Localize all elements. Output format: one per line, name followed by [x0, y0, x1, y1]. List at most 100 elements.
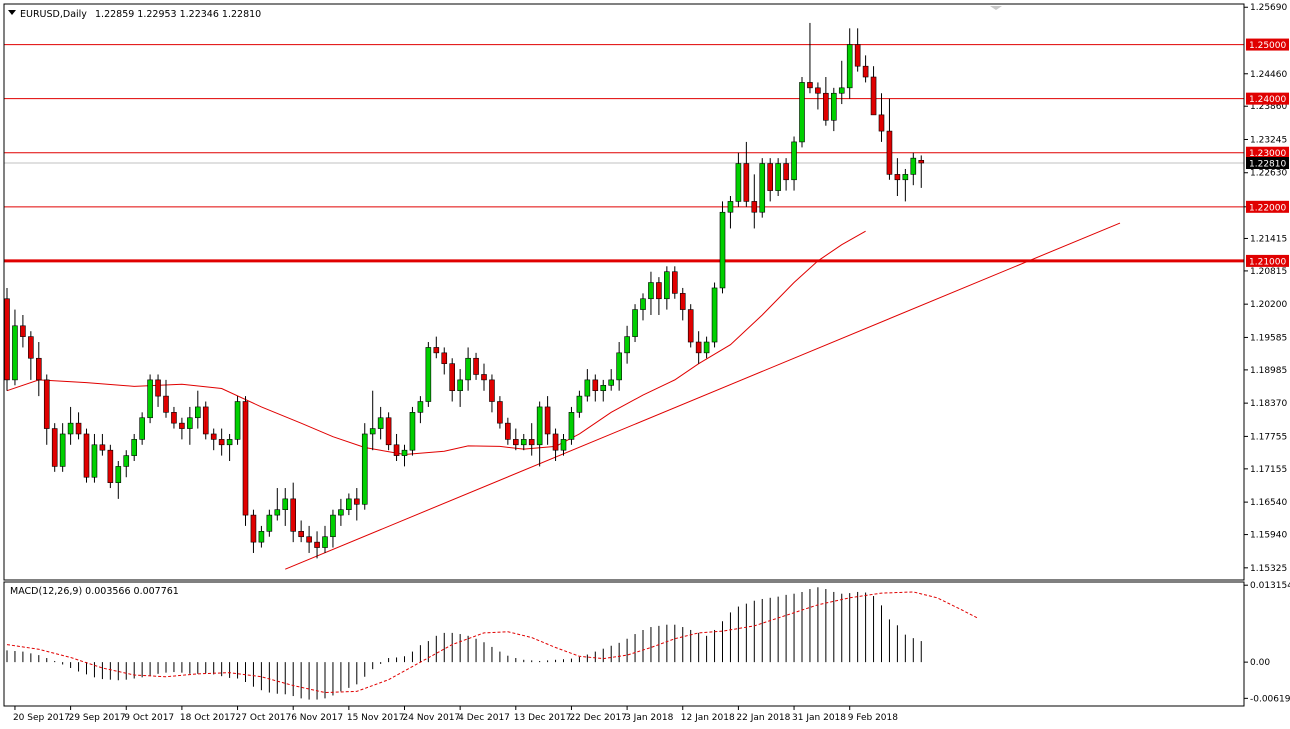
candle [242, 396, 249, 526]
level-tag-label: 1.23000 [1249, 149, 1286, 159]
candle-body-bull [187, 417, 193, 429]
candle-body-bear [695, 341, 702, 354]
candle [202, 401, 209, 440]
candle-body-bull [775, 163, 781, 191]
candle-body-bear [441, 352, 448, 364]
candle-body-bear [528, 439, 535, 446]
chart-ohlc: 1.22859 1.22953 1.22346 1.22810 [95, 9, 261, 20]
candle-body-bull [711, 287, 718, 343]
candle-body-bear [870, 76, 877, 116]
candle-body-bear [807, 82, 813, 89]
candle [719, 201, 726, 294]
candle-body-bull [584, 379, 591, 397]
candle-body-bear [242, 401, 249, 516]
candle-body-bull [274, 509, 281, 516]
level-tag-bg [1246, 38, 1289, 51]
candle-body-bear [783, 163, 789, 181]
candle-body-bear [385, 417, 392, 446]
candle [59, 423, 66, 472]
candle [902, 168, 909, 202]
candle-body-bear [481, 374, 487, 381]
candle-body-bear [250, 514, 257, 543]
price-tick-label: 1.17155 [1250, 465, 1287, 475]
candle-body-bear [43, 379, 50, 429]
candle-body-bull [576, 395, 583, 413]
candle-body-bull [123, 455, 130, 467]
candle-body-bull [536, 406, 543, 446]
candle-body-bull [799, 82, 805, 143]
candle [258, 525, 265, 548]
candle [139, 412, 145, 445]
candle-body-bull [147, 379, 153, 419]
candle [401, 444, 408, 467]
candle [171, 406, 177, 429]
candle [536, 401, 543, 467]
candle-body-bull [401, 449, 408, 456]
candle-body-bear [743, 163, 750, 202]
macd-title: MACD(12,26,9) 0.003566 0.007761 [10, 586, 179, 597]
price-pane-border [3, 3, 1245, 581]
candle [441, 347, 448, 375]
level-tag-bg [1246, 146, 1289, 159]
candle [783, 158, 789, 191]
price-tick-label: 1.17755 [1250, 432, 1287, 442]
level-tag-label: 1.24000 [1249, 95, 1286, 105]
candle-body-bear [767, 163, 774, 191]
candle-body-bear [751, 201, 758, 213]
candle [179, 417, 185, 440]
candle [75, 412, 82, 440]
price-tick-label: 1.25690 [1250, 3, 1287, 13]
candle-body-bear [107, 449, 114, 483]
candle-body-bull [648, 282, 654, 300]
candle-body-bull [520, 439, 527, 446]
candle-body-bear [218, 439, 225, 446]
date-tick-label: 12 Jan 2018 [681, 713, 735, 723]
candle [791, 136, 797, 191]
candle-body-bear [35, 357, 42, 381]
candle-body-bull [12, 325, 18, 381]
candle [210, 428, 217, 451]
price-tick-label: 1.15940 [1250, 531, 1287, 541]
scroll-shift-icon[interactable] [990, 6, 1002, 10]
candle [830, 87, 837, 132]
candle-body-bear [878, 114, 885, 132]
candle [91, 433, 98, 483]
dropdown-triangle-icon[interactable] [8, 10, 16, 15]
candle-body-bull [115, 466, 122, 483]
candle-body-bear [99, 444, 106, 451]
candle-body-bull [361, 433, 368, 505]
candle [918, 155, 925, 188]
candle-body-bull [91, 444, 98, 478]
candle-body-bear [298, 531, 304, 538]
candle [624, 325, 630, 364]
candle [743, 141, 750, 207]
candle [99, 433, 106, 456]
candle-body-bull [322, 536, 328, 548]
level-tag-label: 1.25000 [1249, 41, 1286, 51]
candle-body-bear [314, 541, 320, 548]
candle-body-bull [632, 309, 638, 337]
date-tick-label: 29 Sep 2017 [69, 713, 126, 723]
candle [473, 352, 479, 380]
candle-body-bear [179, 422, 185, 429]
date-tick-label: 27 Oct 2017 [236, 713, 292, 723]
candle [353, 488, 360, 521]
candle-body-bear [552, 433, 559, 451]
candle [799, 77, 805, 148]
candle-body-bull [560, 439, 567, 451]
candle [298, 520, 304, 543]
candle [648, 271, 654, 315]
candle-body-bear [687, 309, 694, 343]
candle-body-bull [330, 514, 336, 538]
candle-body-bear [592, 379, 599, 392]
candle-body-bear [854, 44, 861, 67]
date-tick-label: 9 Oct 2017 [124, 713, 174, 723]
candle-body-bear [353, 498, 360, 505]
price-tick-label: 1.16540 [1250, 498, 1287, 508]
candle [528, 423, 535, 456]
current-price-tag-bg [1246, 157, 1289, 170]
level-tag-label: 1.22000 [1249, 203, 1286, 213]
candle [568, 406, 575, 445]
candle [433, 336, 440, 359]
